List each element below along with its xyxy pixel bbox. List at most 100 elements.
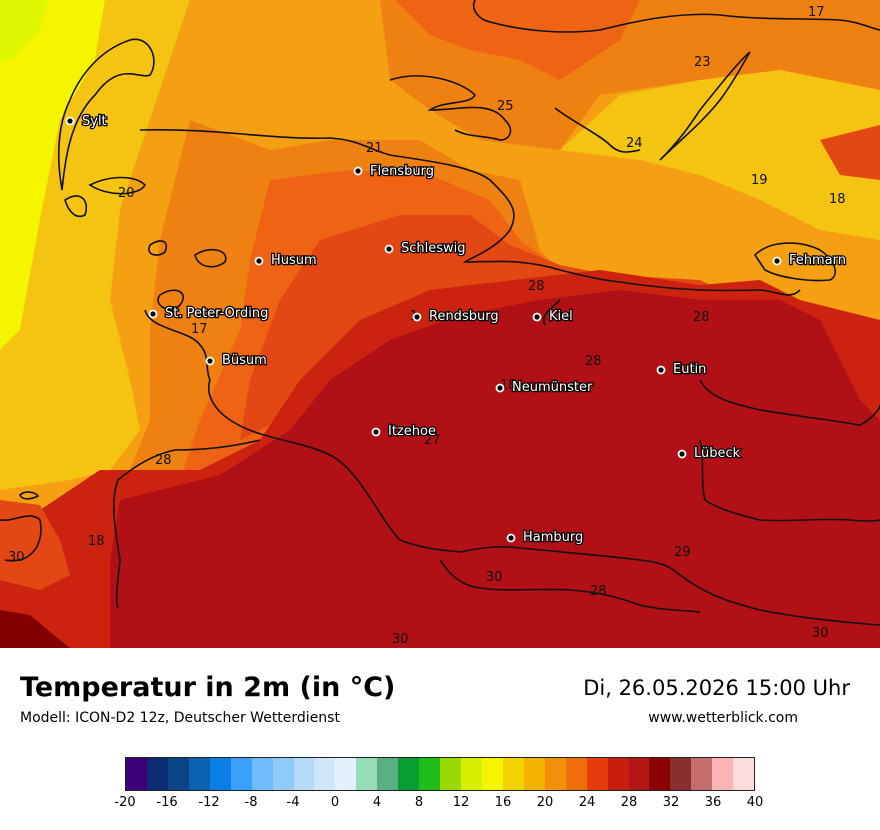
isotherm-label: 29 xyxy=(674,545,691,560)
color-scale-tick-label: 12 xyxy=(452,795,470,810)
zone-24-fehmarn xyxy=(820,125,880,180)
city-neumuenster[interactable]: Neumünster xyxy=(495,379,594,396)
color-swatch xyxy=(670,758,692,790)
isotherm-label: 21 xyxy=(366,141,383,156)
map-title: Temperatur in 2m (in °C) xyxy=(20,672,396,703)
city-label: Kiel xyxy=(549,309,573,324)
color-scale-tick-label: 28 xyxy=(620,795,638,810)
city-dot xyxy=(148,309,158,319)
city-label: Neumünster xyxy=(512,380,593,395)
city-schleswig[interactable]: Schleswig xyxy=(384,240,467,257)
isotherm-label: 20 xyxy=(118,186,135,201)
model-source: Modell: ICON-D2 12z, Deutscher Wetterdie… xyxy=(20,710,340,726)
zone-30-main xyxy=(110,290,880,648)
map-footer: Temperatur in 2m (in °C) Modell: ICON-D2… xyxy=(0,648,880,830)
color-swatch xyxy=(586,758,608,790)
color-scale-tick-label: 8 xyxy=(414,795,424,810)
color-swatch xyxy=(167,758,189,790)
color-swatch xyxy=(607,758,629,790)
city-dot xyxy=(353,166,363,176)
color-swatch xyxy=(377,758,399,790)
isotherm-label: 18 xyxy=(88,534,105,549)
city-dot xyxy=(677,449,687,459)
color-swatch xyxy=(502,758,524,790)
color-swatch xyxy=(691,758,713,790)
isotherm-label: 17 xyxy=(808,5,825,20)
color-swatch xyxy=(335,758,357,790)
city-st-peter-ording[interactable]: St. Peter-Ording xyxy=(148,305,270,322)
color-swatch xyxy=(565,758,587,790)
city-eutin[interactable]: Eutin xyxy=(656,361,708,378)
city-label: Husum xyxy=(271,253,317,268)
isotherm-label: 25 xyxy=(497,99,514,114)
color-swatch xyxy=(419,758,441,790)
city-luebeck[interactable]: Lübeck xyxy=(677,445,742,462)
city-dot xyxy=(371,427,381,437)
color-scale-tick-label: -16 xyxy=(156,795,178,810)
city-buesum[interactable]: Büsum xyxy=(205,352,268,369)
zone-18-west xyxy=(0,0,190,490)
color-scale-labels: -20 -16 -12 -8 -4 0 4 8 12 16 20 24 28 32 36 40 xyxy=(114,793,763,813)
isotherm-label: 30 xyxy=(392,632,409,647)
color-swatch xyxy=(188,758,210,790)
color-swatch xyxy=(523,758,545,790)
city-label: Büsum xyxy=(222,353,267,368)
color-scale-tick-label: 40 xyxy=(746,795,764,810)
city-label: Sylt xyxy=(82,114,107,129)
website-link[interactable]: www.wetterblick.com xyxy=(648,710,798,726)
city-flensburg[interactable]: Flensburg xyxy=(353,163,435,180)
city-kiel[interactable]: Kiel xyxy=(532,308,574,325)
isotherm-label: 27 xyxy=(424,433,441,448)
city-dot xyxy=(656,365,666,375)
isotherm-label: 30 xyxy=(812,626,829,641)
color-scale-tick-label: 4 xyxy=(372,795,382,810)
city-markers[interactable]: Sylt Flensburg Husum Schleswig St. Peter… xyxy=(65,113,847,546)
city-hamburg[interactable]: Hamburg xyxy=(506,529,585,546)
color-scale-bar xyxy=(125,757,755,791)
isotherm-label: 30 xyxy=(486,570,503,585)
color-scale: -20 -16 -12 -8 -4 0 4 8 12 16 20 24 28 32 36 40 xyxy=(114,757,763,810)
city-dot xyxy=(205,356,215,366)
city-dot xyxy=(412,312,422,322)
isotherm-label: 24 xyxy=(626,136,643,151)
isotherm-label: 17 xyxy=(191,322,208,337)
zone-26-sw xyxy=(0,500,70,590)
color-swatch xyxy=(440,758,461,790)
city-label: St. Peter-Ording xyxy=(165,306,268,321)
color-scale-tick-label: 24 xyxy=(578,795,596,810)
city-rendsburg[interactable]: Rendsburg xyxy=(412,308,500,325)
city-husum[interactable]: Husum xyxy=(254,252,318,269)
color-swatch xyxy=(146,758,168,790)
color-swatch xyxy=(230,758,252,790)
city-label: Schleswig xyxy=(401,241,466,256)
temperature-map[interactable]: 17 25 23 24 21 19 20 18 28 1 17 28 28 18… xyxy=(0,0,880,648)
zone-16-west xyxy=(0,0,105,350)
isotherm-label: 28 xyxy=(585,354,602,369)
color-scale-tick-label: 16 xyxy=(494,795,512,810)
city-dot xyxy=(254,256,264,266)
city-label: Itzehoe xyxy=(388,424,436,439)
city-label: Lübeck xyxy=(694,446,741,461)
city-dot xyxy=(495,383,505,393)
city-itzehoe[interactable]: Itzehoe xyxy=(371,423,437,440)
city-label: Fehmarn xyxy=(789,253,846,268)
city-sylt[interactable]: Sylt xyxy=(65,113,108,130)
city-dot xyxy=(772,256,782,266)
city-dot xyxy=(532,312,542,322)
city-label: Hamburg xyxy=(523,530,583,545)
color-scale-tick-label: -4 xyxy=(286,795,300,810)
city-dot xyxy=(506,533,516,543)
color-scale-tick-label: 20 xyxy=(536,795,554,810)
color-scale-tick-label: -20 xyxy=(114,795,136,810)
color-swatch xyxy=(649,758,671,790)
color-swatch xyxy=(356,758,378,790)
isotherm-label: 19 xyxy=(751,173,768,188)
color-swatch xyxy=(251,758,273,790)
color-scale-tick-label: 0 xyxy=(330,795,340,810)
city-label: Flensburg xyxy=(370,164,434,179)
city-dot xyxy=(65,116,75,126)
color-swatch xyxy=(314,758,336,790)
city-fehmarn[interactable]: Fehmarn xyxy=(772,252,847,269)
city-dot xyxy=(384,244,394,254)
zone-32-sw xyxy=(0,610,70,648)
